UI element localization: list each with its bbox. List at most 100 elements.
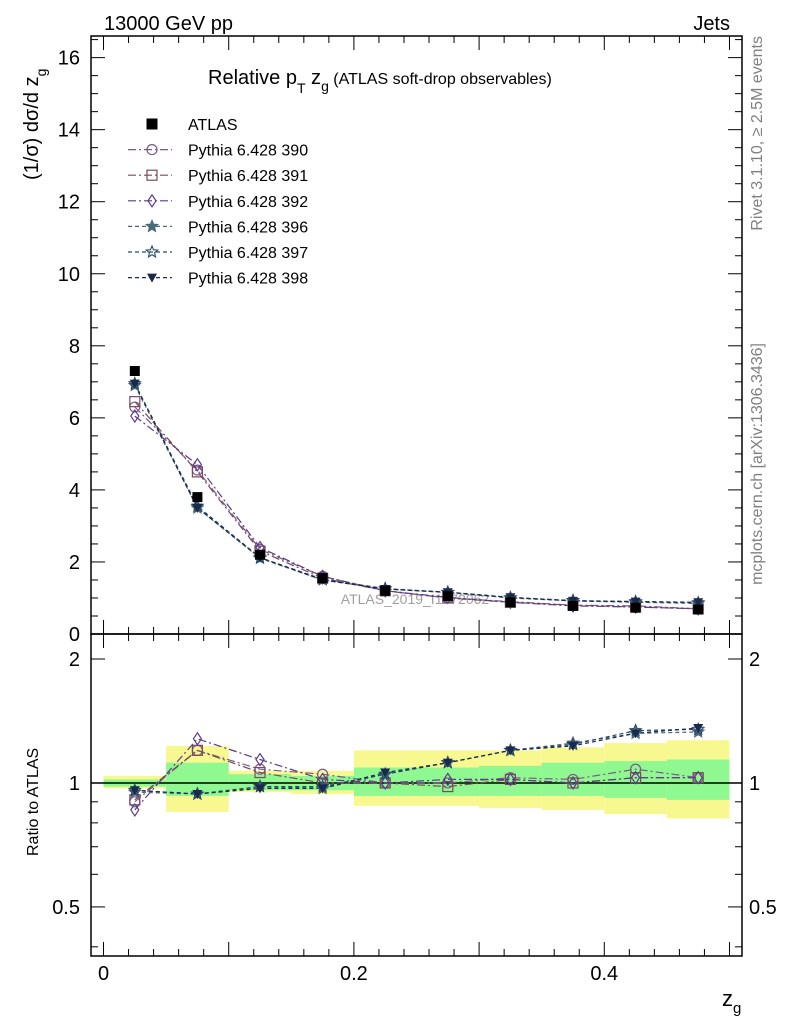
legend-entry-atlas: ATLAS <box>146 117 238 134</box>
ratio-bands <box>103 740 730 819</box>
ratio-y-tick-label-right: 1 <box>749 773 760 795</box>
point-main-p392 <box>192 457 203 472</box>
y-axis-label: (1/σ) dσ/d zg <box>21 69 49 180</box>
point-main-p392 <box>130 408 140 424</box>
marker-circle <box>629 763 642 775</box>
ratio-panel-frame <box>90 633 743 957</box>
legend-marker <box>144 244 160 259</box>
marker-diamond <box>693 770 703 785</box>
x-tick-label: 0 <box>98 963 109 985</box>
ratio-y-tick-label-left: 0.5 <box>52 897 80 919</box>
y-tick-label: 12 <box>58 192 80 214</box>
series-line-main-p398 <box>134 383 699 603</box>
legend-marker-atlas <box>146 118 158 130</box>
series-line-main-p392 <box>134 415 699 610</box>
marker-diamond <box>255 752 265 767</box>
legend-entry-p398: Pythia 6.428 398 <box>128 271 308 288</box>
x-tick-label: 0.4 <box>590 963 618 985</box>
marker-diamond <box>568 775 578 791</box>
series-line-main-p391 <box>134 401 699 610</box>
point-ratio-p398 <box>630 729 641 739</box>
point-main-p398 <box>192 503 203 513</box>
ratio-y-axis-label: Ratio to ATLAS <box>25 748 42 856</box>
marker-triangle-down <box>693 598 704 608</box>
y-tick-label: 6 <box>69 408 80 430</box>
point-ratio-p392 <box>443 772 453 787</box>
series-line-ratio-p392 <box>134 738 699 811</box>
point-ratio-p392 <box>693 770 703 785</box>
marker-triangle-down <box>693 723 704 733</box>
point-main-p398 <box>129 379 140 389</box>
marker-data-square <box>317 573 328 584</box>
legend-marker <box>146 169 158 181</box>
axis-ticks <box>91 36 742 956</box>
ratio-y-tick-label-left: 1 <box>69 773 80 795</box>
marker-circle <box>146 144 158 156</box>
point-main-p398 <box>630 597 641 607</box>
marker-triangle-down <box>317 784 328 794</box>
marker-triangle-down <box>442 758 453 768</box>
point-main-p391 <box>191 466 204 478</box>
chart-title: Relative pT zg (ATLAS soft-drop observab… <box>208 67 552 96</box>
ylabel-main: (1/σ) dσ/d z <box>21 76 43 180</box>
series-markers <box>127 366 706 818</box>
marker-diamond <box>192 457 203 472</box>
point-atlas <box>505 597 516 608</box>
point-atlas <box>380 585 391 596</box>
marker-triangle-down <box>192 503 203 513</box>
legend-entry-p396: Pythia 6.428 396 <box>128 218 308 236</box>
marker-diamond <box>192 731 203 746</box>
marker-diamond <box>130 802 140 818</box>
header-left: 13000 GeV pp <box>104 13 233 35</box>
marker-data-square <box>505 597 516 608</box>
marker-triangle-down <box>192 790 203 800</box>
legend-label: Pythia 6.428 391 <box>188 168 308 185</box>
point-ratio-p398 <box>129 786 140 796</box>
point-atlas <box>255 549 266 560</box>
point-ratio-p398 <box>567 741 578 751</box>
marker-square <box>442 780 454 793</box>
legend-entry-p392: Pythia 6.428 392 <box>128 193 308 211</box>
title-rest: (ATLAS soft-drop observables) <box>329 71 552 88</box>
y-tick-label: 2 <box>69 552 80 574</box>
legend-label: Pythia 6.428 397 <box>188 245 308 262</box>
point-ratio-p398 <box>255 784 266 794</box>
xlabel-main: z <box>722 986 733 1011</box>
xlabel-sub: g <box>733 1000 741 1017</box>
marker-triangle-down <box>567 741 578 751</box>
legend-marker <box>146 144 158 156</box>
point-ratio-p392 <box>568 775 578 791</box>
point-ratio-p390 <box>629 763 642 775</box>
title-sub-g: g <box>321 78 329 94</box>
y-tick-label: 16 <box>58 48 80 70</box>
ratio-y-tick-label-left: 2 <box>69 649 80 671</box>
marker-diamond <box>630 770 641 785</box>
point-ratio-p391 <box>442 780 454 793</box>
marker-data-square <box>146 118 158 130</box>
legend-entry-p397: Pythia 6.428 397 <box>128 244 308 262</box>
marker-square <box>146 169 158 181</box>
marker-triangle-down <box>129 379 140 389</box>
ylabel-sub: g <box>33 69 49 77</box>
point-ratio-p398 <box>317 784 328 794</box>
legend-marker <box>147 193 157 208</box>
rivet-label: Rivet 3.1.10, ≥ 2.5M events <box>749 36 766 231</box>
title-main: Relative p <box>208 67 297 89</box>
marker-data-square <box>255 549 266 560</box>
marker-triangle-down <box>380 768 391 778</box>
marker-triangle-down <box>129 786 140 796</box>
title-zg: z <box>306 67 322 89</box>
marker-square <box>129 396 141 408</box>
legend-entry-p390: Pythia 6.428 390 <box>128 143 308 160</box>
y-tick-label: 14 <box>58 120 80 142</box>
marker-data-square <box>630 602 641 613</box>
point-ratio-p398 <box>505 746 516 756</box>
series-lines <box>134 383 699 811</box>
point-atlas <box>129 366 140 377</box>
point-ratio-p398 <box>442 758 453 768</box>
axes-frames <box>90 35 743 957</box>
point-ratio-p392 <box>255 752 265 767</box>
series-line-ratio-p390 <box>134 749 699 803</box>
legend-label: Pythia 6.428 392 <box>188 194 308 211</box>
